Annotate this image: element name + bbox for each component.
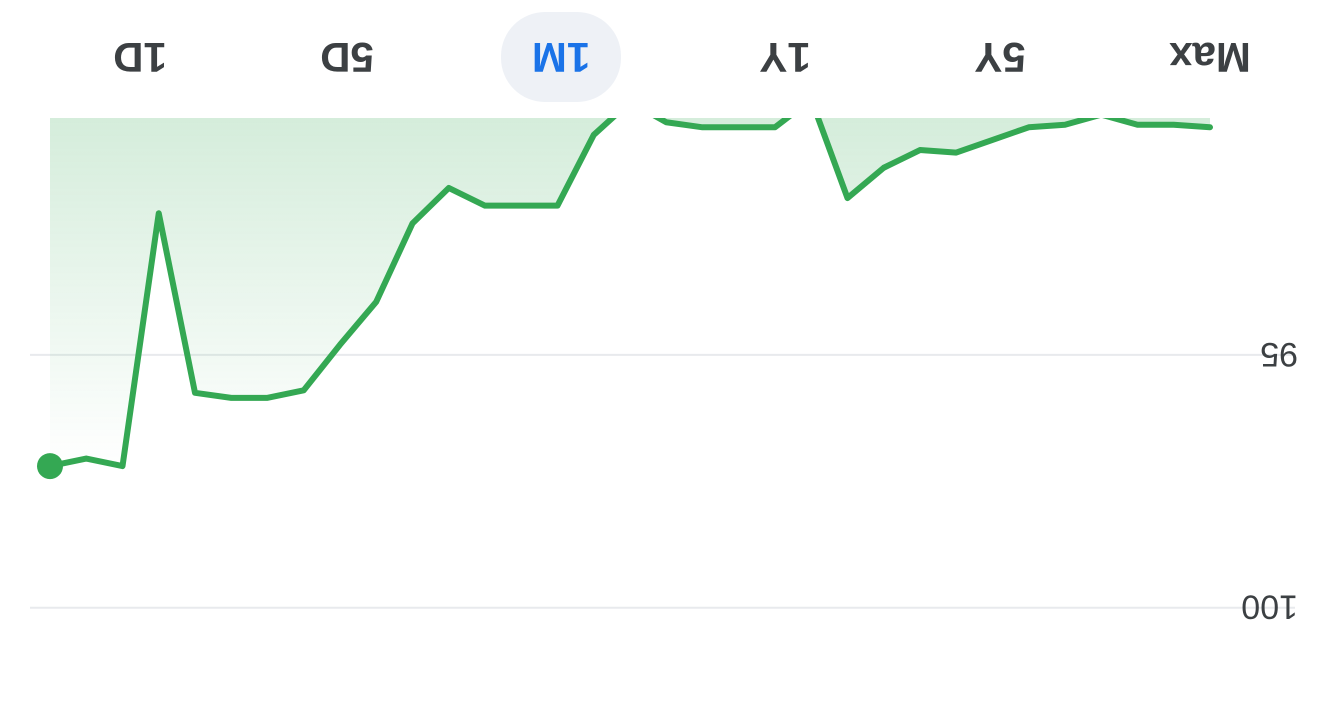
tab-1d[interactable]: 1D <box>113 34 167 81</box>
price-line <box>47 118 1213 470</box>
tab-1y[interactable]: 1Y <box>759 34 811 81</box>
tab-max[interactable]: Max <box>1169 34 1251 81</box>
y-tick-label: 95 <box>1260 335 1298 373</box>
price-chart[interactable]: 9095100 Jul 18Jul 27Aug 4 <box>0 118 1340 728</box>
y-tick-label: 100 <box>1241 588 1298 626</box>
price-area-fill <box>50 118 1210 467</box>
tab-5d[interactable]: 5D <box>320 34 374 81</box>
tab-5y[interactable]: 5Y <box>974 34 1026 81</box>
tab-1m[interactable]: 1M <box>501 12 621 102</box>
y-axis-tick-labels: 90 95 100 <box>1241 118 1298 626</box>
y-tick-label: 90 <box>1260 118 1298 120</box>
current-price-dot <box>37 453 63 480</box>
time-range-tabs: 1D 5D 1M 1Y 5Y Max <box>0 8 1340 118</box>
